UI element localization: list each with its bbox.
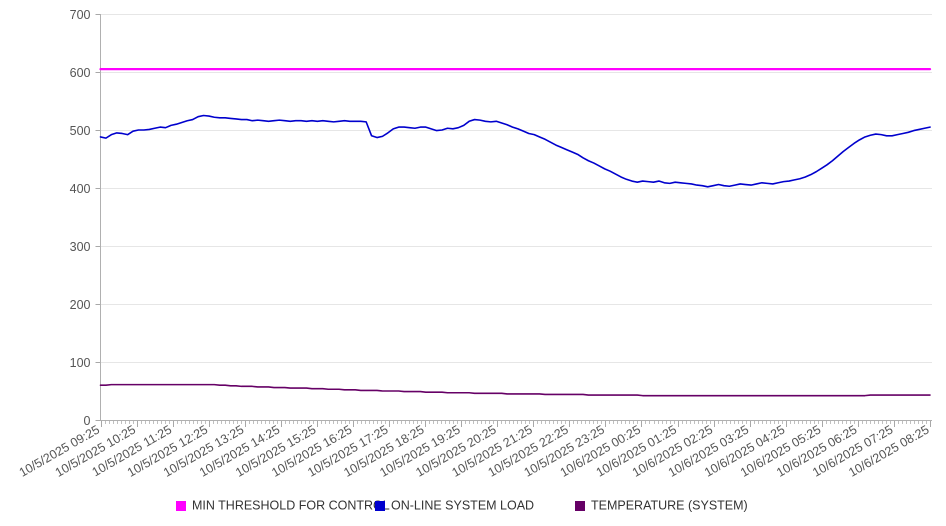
y-axis-tick-label: 700 <box>70 8 91 22</box>
y-axis-tick-label: 100 <box>70 356 91 370</box>
legend-swatch <box>176 501 186 511</box>
gridlines <box>95 14 932 421</box>
y-axis-tick-label: 300 <box>70 240 91 254</box>
y-axis-tick-label: 400 <box>70 182 91 196</box>
x-axis-minor-ticks <box>101 421 931 427</box>
legend-label: ON-LINE SYSTEM LOAD <box>391 498 534 512</box>
series-line <box>99 114 931 188</box>
y-axis-tick-label: 500 <box>70 124 91 138</box>
legend-swatch <box>575 501 585 511</box>
legend-label: MIN THRESHOLD FOR CONTROL <box>192 498 390 512</box>
legend-swatch <box>375 501 385 511</box>
series-lines <box>99 68 932 397</box>
y-axis-tick-labels: 0 100 200 300 400 500 600 700 <box>70 8 91 428</box>
y-axis-tick-label: 200 <box>70 298 91 312</box>
y-axis-tick-label: 0 <box>84 414 91 428</box>
series-line <box>99 383 931 397</box>
y-axis-tick-label: 600 <box>70 66 91 80</box>
legend-label: TEMPERATURE (SYSTEM) <box>591 498 748 512</box>
chart-legend: MIN THRESHOLD FOR CONTROL ON-LINE SYSTEM … <box>176 498 748 512</box>
